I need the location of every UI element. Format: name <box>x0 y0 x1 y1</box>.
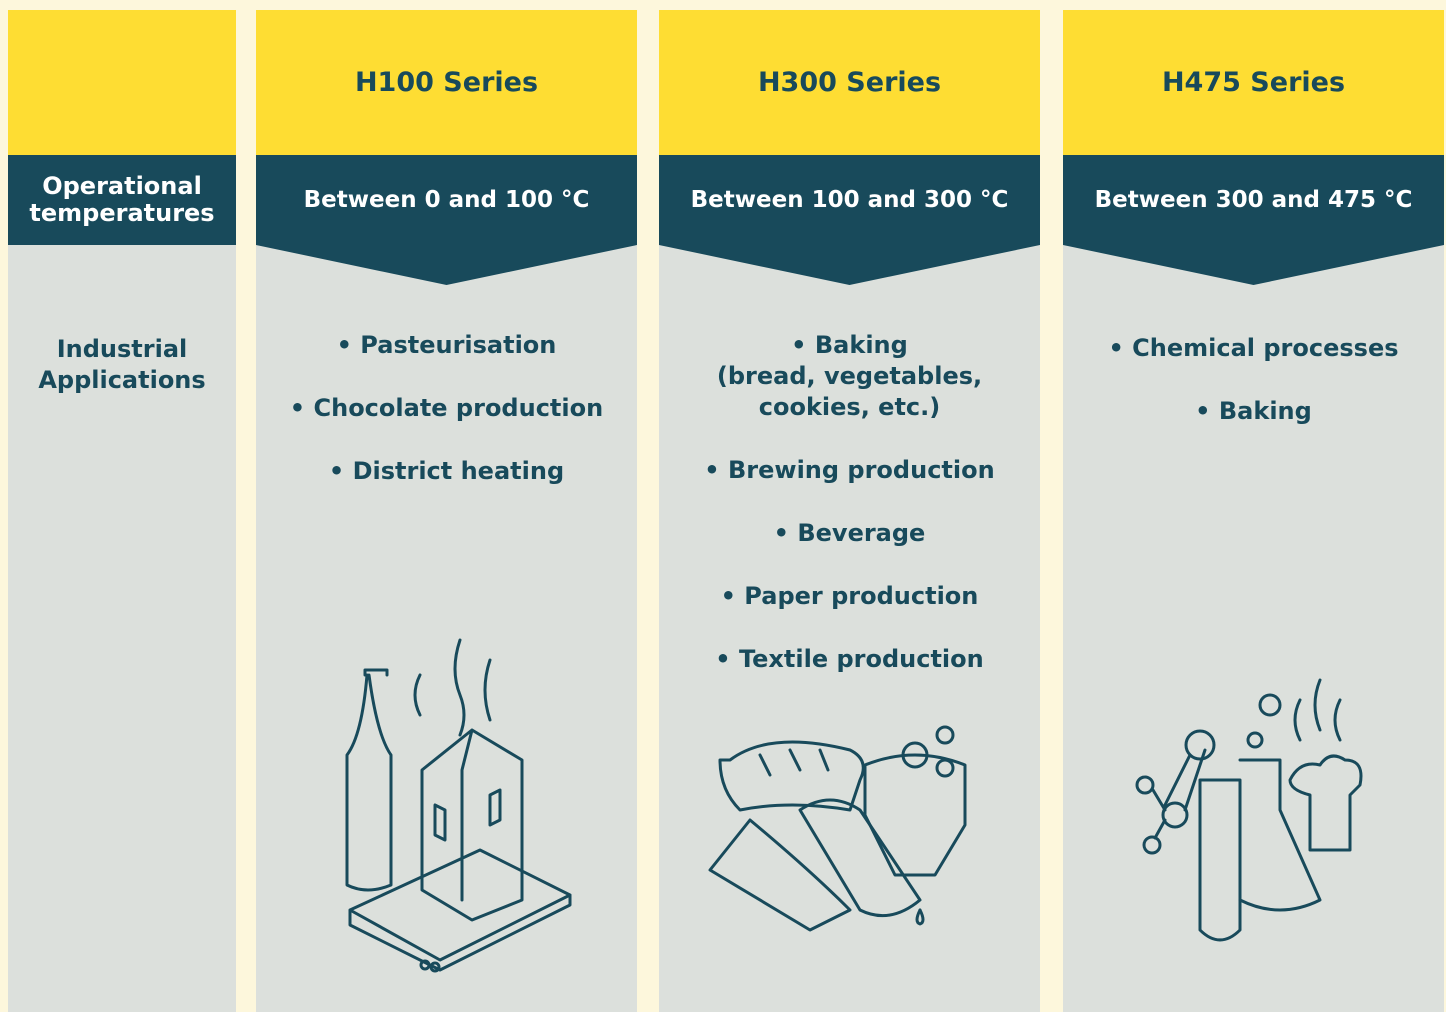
chemistry-icon <box>1130 670 1370 950</box>
application-item: • District heating <box>256 456 637 487</box>
bakery-icon <box>700 720 990 940</box>
applications-list: • Baking (bread, vegetables, cookies, et… <box>659 330 1040 707</box>
application-item: • Brewing production <box>659 455 1040 486</box>
header-cell <box>8 10 236 155</box>
application-item: • Chemical processes <box>1063 333 1444 364</box>
label-column: Operational temperatures Industrial Appli… <box>8 10 236 1012</box>
temperature-band: Between 100 and 300 °C <box>659 155 1040 285</box>
series-title: H475 Series <box>1162 67 1345 98</box>
page: Operational temperatures Industrial Appli… <box>0 0 1446 1012</box>
applications-list: • Chemical processes • Baking <box>1063 333 1444 459</box>
temperature-range: Between 300 and 475 °C <box>1063 155 1444 245</box>
series-title: H300 Series <box>758 67 941 98</box>
series-header: H100 Series <box>256 10 637 155</box>
series-header: H475 Series <box>1063 10 1444 155</box>
application-item: • Baking (bread, vegetables, cookies, et… <box>659 330 1040 423</box>
application-item: • Paper production <box>659 581 1040 612</box>
temperature-band: Between 300 and 475 °C <box>1063 155 1444 285</box>
application-item: • Textile production <box>659 644 1040 675</box>
row-label: Operational temperatures <box>8 155 236 245</box>
series-title: H100 Series <box>355 67 538 98</box>
application-item: • Baking <box>1063 396 1444 427</box>
application-item: • Pasteurisation <box>256 330 637 361</box>
temperature-range: Between 100 and 300 °C <box>659 155 1040 245</box>
application-item: • Chocolate production <box>256 393 637 424</box>
application-item: • Beverage <box>659 518 1040 549</box>
series-header: H300 Series <box>659 10 1040 155</box>
temperature-label-band: Operational temperatures <box>8 155 236 245</box>
row-label: Industrial Applications <box>18 334 226 396</box>
food-icon <box>330 630 590 980</box>
temperature-band: Between 0 and 100 °C <box>256 155 637 285</box>
temperature-range: Between 0 and 100 °C <box>256 155 637 245</box>
applications-list: • Pasteurisation • Chocolate production • … <box>256 330 637 519</box>
